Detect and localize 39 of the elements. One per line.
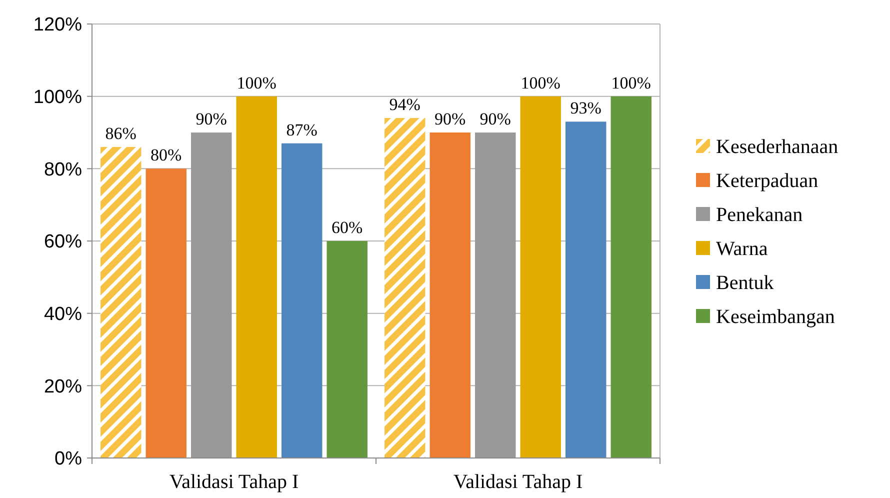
legend-label: Penekanan bbox=[716, 204, 803, 226]
data-label: 90% bbox=[196, 110, 227, 128]
data-label: 80% bbox=[150, 146, 182, 165]
y-tick-label: 20% bbox=[44, 376, 82, 398]
bar bbox=[610, 96, 652, 458]
y-tick-label: 0% bbox=[54, 448, 82, 470]
bar bbox=[236, 96, 277, 458]
data-label: 94% bbox=[389, 95, 420, 114]
legend-label: Kesederhanaan bbox=[716, 136, 838, 158]
data-label: 100% bbox=[520, 73, 560, 92]
data-label: 90% bbox=[434, 110, 466, 128]
bar bbox=[100, 146, 142, 458]
bar bbox=[282, 143, 322, 458]
bar bbox=[384, 118, 426, 458]
data-label: 100% bbox=[236, 73, 276, 92]
legend-label: Keseimbangan bbox=[716, 306, 835, 328]
bar bbox=[146, 168, 186, 458]
bar bbox=[326, 241, 368, 458]
y-tick-label: 80% bbox=[44, 159, 82, 180]
x-tick-label: Validasi Tahap I bbox=[169, 471, 299, 493]
data-label: 90% bbox=[480, 110, 511, 128]
bar bbox=[566, 122, 606, 458]
data-label: 87% bbox=[286, 120, 318, 140]
bar bbox=[430, 132, 470, 458]
data-label: 93% bbox=[570, 98, 602, 118]
data-label: 86% bbox=[105, 124, 136, 143]
legend-label: Bentuk bbox=[716, 272, 774, 294]
legend-label: Keterpaduan bbox=[716, 170, 818, 192]
bar bbox=[191, 132, 232, 458]
data-label: 100% bbox=[611, 73, 651, 92]
y-tick-label: 60% bbox=[44, 232, 82, 253]
x-tick-label: Validasi Tahap I bbox=[453, 471, 583, 493]
data-label: 60% bbox=[332, 218, 363, 237]
bar bbox=[520, 96, 561, 458]
y-tick-label: 120% bbox=[33, 14, 82, 36]
y-tick-label: 40% bbox=[44, 304, 82, 325]
y-tick-label: 100% bbox=[33, 86, 82, 108]
bar bbox=[475, 132, 516, 458]
legend-label: Warna bbox=[716, 238, 768, 260]
